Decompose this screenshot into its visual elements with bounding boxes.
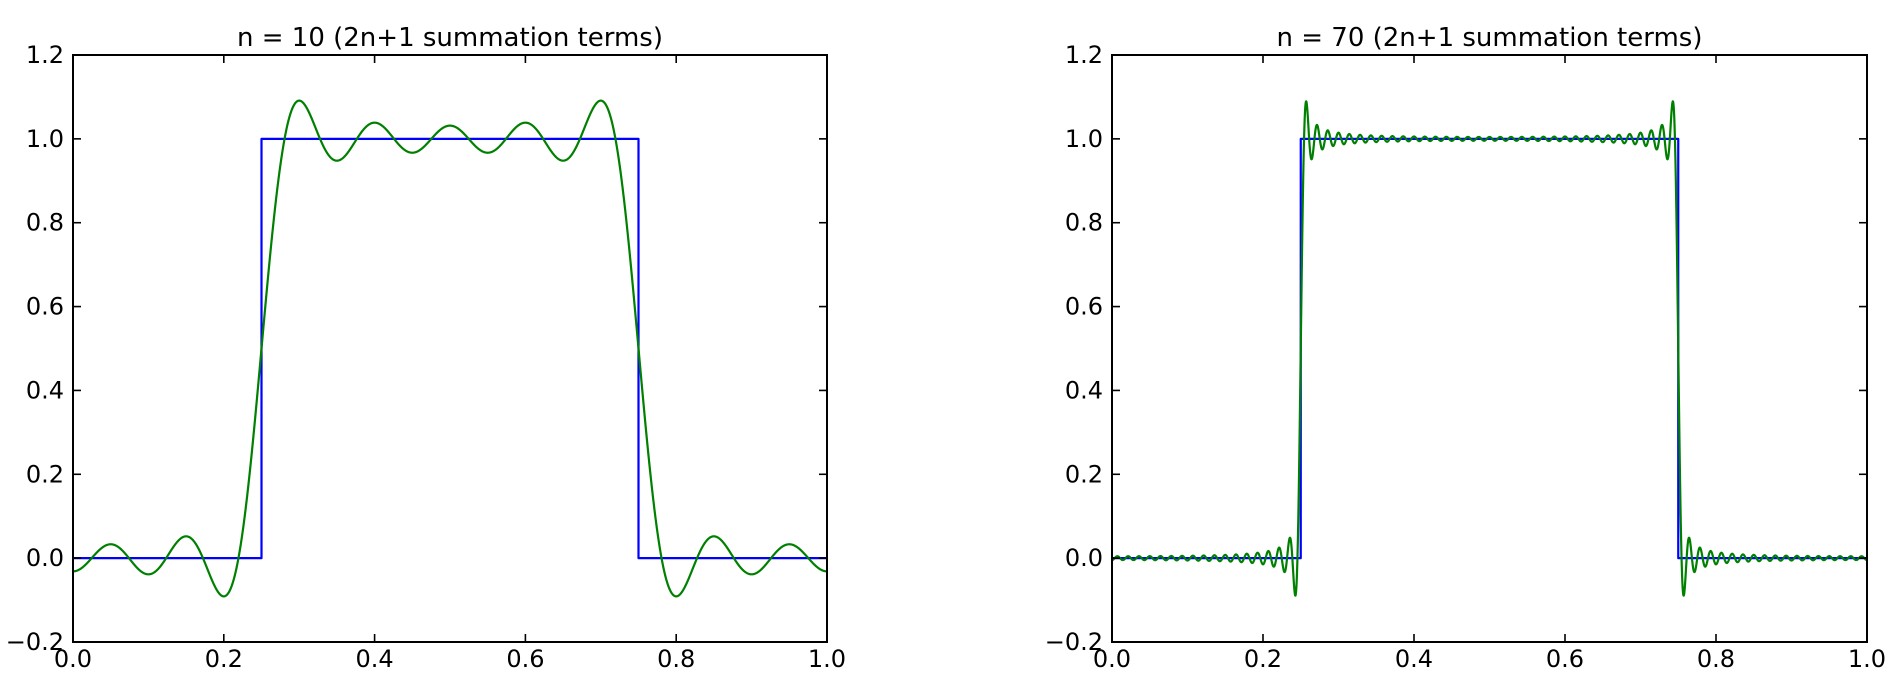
- y-tick-label: 0.4: [1065, 376, 1103, 404]
- x-tick-label: 0.4: [1395, 645, 1433, 673]
- y-tick-label: −0.2: [1045, 628, 1103, 656]
- x-tick-label: 0.6: [506, 645, 544, 673]
- y-tick-label: 0.6: [26, 293, 64, 321]
- y-tick-label: 1.2: [26, 41, 64, 69]
- x-tick-label: 1.0: [1848, 645, 1886, 673]
- y-tick-label: 0.2: [26, 460, 64, 488]
- y-tick-label: 0.0: [26, 544, 64, 572]
- fourier-partial-sum-line: [71, 99, 829, 598]
- y-tick-label: 0.4: [26, 376, 64, 404]
- x-tick-label: 0.0: [54, 645, 92, 673]
- right-plot: 0.0 0.2 0.4 0.6 0.8 1.0−0.20.00.20.40.60.81.0…: [1045, 41, 1886, 673]
- x-tick-label: 0.2: [1244, 645, 1282, 673]
- left-plot-title: n = 10 (2n+1 summation terms): [236, 23, 664, 53]
- x-tick-label: 0.8: [657, 645, 695, 673]
- square-wave-line: [1110, 137, 1869, 560]
- fourier-partial-sum-line: [1110, 100, 1869, 597]
- y-tick-label: 1.0: [26, 125, 64, 153]
- axes-frame: [1111, 54, 1868, 643]
- x-tick-label: 0.6: [1546, 645, 1584, 673]
- y-tick-label: 0.6: [1065, 293, 1103, 321]
- left-plot: 0.0 0.2 0.4 0.6 0.8 1.0−0.20.00.20.40.60.81.0…: [6, 41, 846, 673]
- y-tick-label: 1.0: [1065, 125, 1103, 153]
- x-tick-label: 1.0: [808, 645, 846, 673]
- x-tick-label: 0.8: [1697, 645, 1735, 673]
- y-tick-label: 0.8: [26, 209, 64, 237]
- y-tick-label: 0.8: [1065, 209, 1103, 237]
- x-tick-label: 0.2: [205, 645, 243, 673]
- y-tick-label: 1.2: [1065, 41, 1103, 69]
- right-plot-title: n = 70 (2n+1 summation terms): [1276, 23, 1703, 53]
- y-tick-label: −0.2: [6, 628, 64, 656]
- y-tick-label: 0.0: [1065, 544, 1103, 572]
- x-tick-label: 0.4: [356, 645, 394, 673]
- square-wave-line: [71, 137, 829, 560]
- y-tick-label: 0.2: [1065, 460, 1103, 488]
- axes-frame: [72, 54, 828, 643]
- x-tick-label: 0.0: [1093, 645, 1131, 673]
